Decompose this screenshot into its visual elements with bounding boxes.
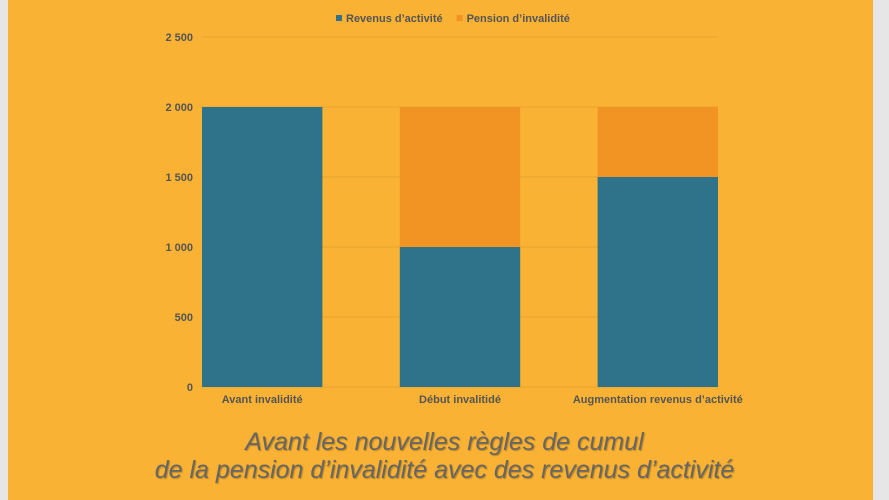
bar-segment [399, 247, 521, 387]
bars [202, 107, 718, 387]
x-category-label: Augmentation revenus d’activité [573, 394, 743, 406]
bar-segment [202, 107, 323, 387]
y-tick-label: 500 [175, 312, 193, 324]
x-category-label: Avant invalidité [222, 394, 303, 406]
bar-segment [597, 107, 718, 177]
legend: Revenus d’activité Pension d’invalidité [336, 13, 570, 25]
y-tick-label: 2 000 [165, 102, 193, 114]
caption-line-1: Avant les nouvelles règles de cumul [245, 428, 644, 456]
bar-segment [399, 107, 521, 247]
legend-swatch [336, 15, 342, 21]
y-tick-label: 2 500 [165, 32, 193, 44]
legend-swatch [456, 15, 463, 21]
caption-line-2: de la pension d’invalidité avec des reve… [154, 456, 735, 484]
x-axis-categories: Avant invalidité Début invalitidé Augmenta… [222, 394, 743, 406]
y-tick-label: 1 000 [165, 242, 193, 254]
legend-label: Revenus d’activité [346, 13, 443, 25]
bar-segment [597, 177, 718, 387]
y-tick-label: 0 [187, 382, 193, 394]
x-category-label: Début invalitidé [419, 394, 501, 406]
slide-caption: Avant les nouvelles règles de cumul de l… [0, 428, 889, 484]
legend-label: Pension d’invalidité [467, 13, 570, 25]
y-tick-label: 1 500 [165, 172, 193, 184]
y-axis-ticks: 0 500 1 000 1 500 2 000 2 500 [165, 32, 193, 394]
